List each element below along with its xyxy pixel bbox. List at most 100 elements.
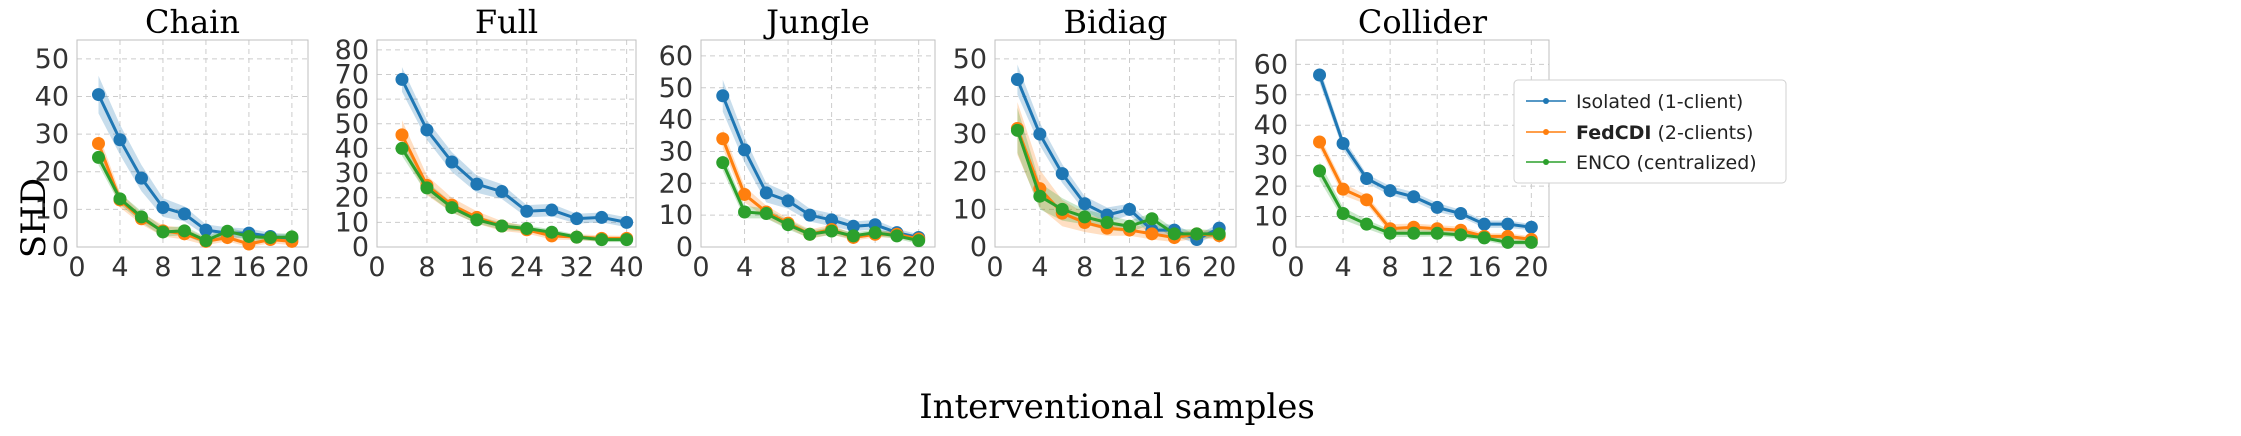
y-tick-label: 20: [1254, 171, 1288, 202]
data-point-fedcdi: [91, 137, 105, 150]
data-point-isolated: [1313, 68, 1327, 82]
data-point-enco: [1123, 219, 1137, 233]
data-point-enco: [263, 231, 277, 245]
data-point-enco: [1477, 231, 1491, 245]
x-tick-label: 16: [460, 252, 494, 283]
data-point-enco: [520, 222, 534, 236]
panel-title: Chain: [145, 3, 240, 41]
legend-entry-fedcdi: FedCDI (2-clients): [1526, 122, 1753, 144]
data-point-enco: [1501, 235, 1515, 249]
legend-entry-isolated: Isolated (1-client): [1526, 91, 1743, 113]
data-point-isolated: [1078, 197, 1092, 211]
data-point-enco: [470, 213, 484, 227]
data-point-enco: [156, 225, 170, 239]
data-point-isolated: [1055, 167, 1069, 181]
x-tick-label: 0: [692, 252, 709, 283]
x-tick-label: 0: [368, 252, 385, 283]
data-point-enco: [868, 226, 882, 240]
x-tick-label: 12: [189, 252, 223, 283]
x-tick-label: 4: [1334, 252, 1351, 283]
data-point-enco: [1167, 227, 1181, 241]
data-point-isolated: [520, 204, 534, 218]
data-point-isolated: [1360, 172, 1374, 186]
panel-title: Collider: [1358, 3, 1488, 41]
y-tick-label: 30: [35, 119, 69, 150]
data-point-enco: [759, 207, 773, 221]
data-point-isolated: [1010, 73, 1024, 87]
series-line-isolated: [97, 93, 293, 240]
x-tick-label: 12: [814, 252, 848, 283]
data-point-isolated: [759, 186, 773, 200]
data-point-enco: [91, 150, 105, 164]
data-point-enco: [1100, 216, 1114, 230]
data-point-enco: [803, 227, 817, 241]
data-point-isolated: [1501, 217, 1515, 231]
data-point-fedcdi: [1313, 135, 1327, 149]
y-tick-label: 0: [676, 232, 693, 263]
confidence-band-isolated: [722, 79, 919, 241]
data-point-isolated: [1033, 127, 1047, 141]
series-line-isolated: [1318, 74, 1532, 229]
series-line-isolated: [400, 78, 627, 224]
data-point-isolated: [846, 219, 860, 233]
data-point-isolated: [1524, 220, 1538, 234]
y-tick-label: 10: [335, 207, 369, 238]
data-point-enco: [1010, 123, 1024, 137]
data-point-isolated: [395, 72, 409, 86]
x-tick-label: 4: [1031, 252, 1048, 283]
y-tick-label: 50: [35, 44, 69, 75]
data-point-enco: [846, 229, 860, 243]
confidence-band-isolated: [401, 67, 627, 228]
legend-entry-enco: ENCO (centralized): [1526, 152, 1757, 174]
data-point-isolated: [134, 171, 148, 185]
x-tick-label: 0: [68, 252, 85, 283]
data-point-enco: [1078, 210, 1092, 224]
data-point-enco: [1145, 212, 1159, 226]
x-tick-label: 20: [1514, 252, 1548, 283]
y-tick-label: 50: [1254, 80, 1288, 111]
y-tick-label: 10: [659, 200, 693, 231]
y-tick-label: 30: [953, 119, 987, 150]
data-point-enco: [395, 141, 409, 155]
y-tick-label: 0: [970, 232, 987, 263]
data-point-fedcdi: [716, 132, 730, 146]
legend-label-isolated: Isolated (1-client): [1576, 91, 1743, 113]
data-point-isolated: [1383, 184, 1397, 198]
y-tick-label: 10: [953, 194, 987, 225]
legend-label-enco: ENCO (centralized): [1576, 152, 1757, 174]
data-point-isolated: [177, 207, 191, 221]
data-point-enco: [1430, 226, 1444, 240]
axes-frame: [376, 39, 637, 248]
series-line-fedcdi: [1318, 141, 1532, 241]
data-point-enco: [445, 201, 459, 215]
data-point-enco: [420, 181, 434, 195]
data-point-isolated: [1454, 207, 1468, 221]
confidence-band-isolated: [1017, 64, 1220, 244]
data-point-enco: [595, 233, 609, 247]
axes-frame: [700, 39, 936, 248]
data-point-isolated: [545, 203, 559, 217]
data-point-isolated: [1123, 202, 1137, 216]
y-tick-label: 50: [335, 109, 369, 140]
x-tick-label: 24: [510, 252, 544, 283]
x-axis-label: Interventional samples: [919, 387, 1315, 427]
data-point-enco: [1336, 207, 1350, 221]
data-point-fedcdi: [1360, 193, 1374, 207]
data-point-enco: [781, 218, 795, 232]
data-point-isolated: [445, 155, 459, 169]
data-point-enco: [1033, 189, 1047, 203]
y-tick-label: 40: [659, 105, 693, 136]
data-point-enco: [825, 224, 839, 238]
x-tick-label: 4: [736, 252, 753, 283]
series-line-enco: [97, 156, 292, 243]
x-tick-label: 8: [154, 252, 171, 283]
data-point-isolated: [420, 123, 434, 137]
x-tick-label: 16: [1467, 252, 1501, 283]
legend-marker-enco: [1543, 159, 1549, 165]
y-tick-label: 60: [659, 41, 693, 72]
y-tick-label: 40: [335, 133, 369, 164]
data-point-isolated: [825, 213, 839, 227]
